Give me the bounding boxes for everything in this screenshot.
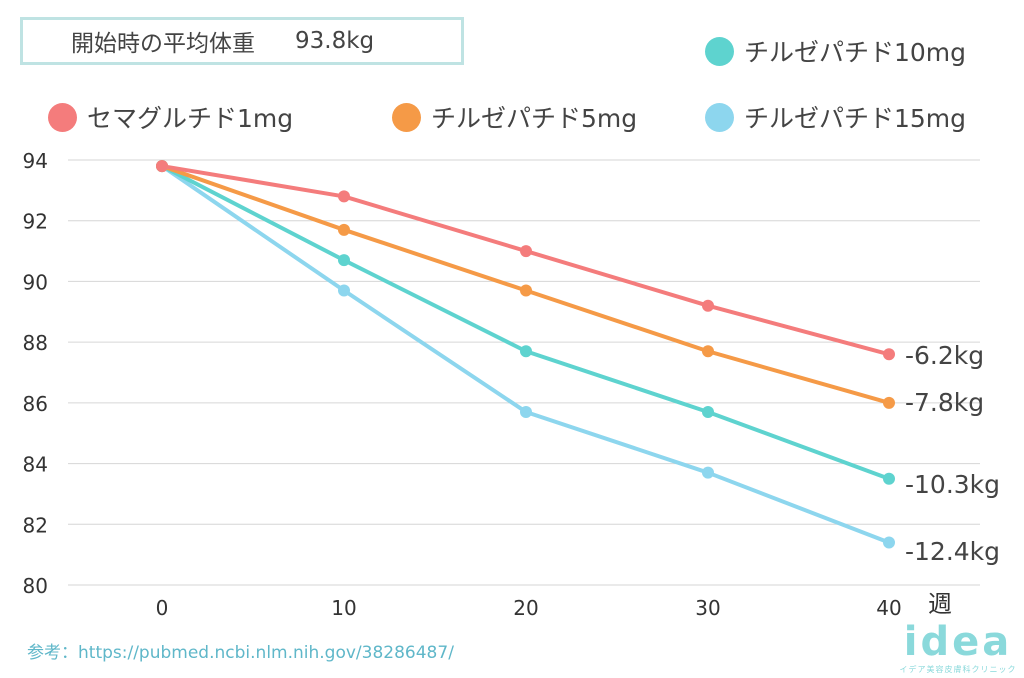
- data-point: [883, 396, 895, 409]
- logo-subtitle: イデア美容皮膚科クリニック: [899, 665, 1017, 674]
- y-tick-label: 84: [23, 453, 48, 477]
- y-tick-label: 94: [23, 149, 48, 173]
- end-value-label: -10.3kg: [905, 470, 1000, 499]
- series-line: [160, 164, 891, 405]
- legend-label: チルゼパチド10mg: [744, 38, 967, 67]
- y-tick-label: 88: [23, 331, 48, 355]
- baseline-value: 93.8kg: [295, 28, 375, 54]
- x-tick-label: 30: [695, 596, 720, 620]
- data-point: [702, 345, 714, 358]
- legend-dot-icon: [48, 102, 77, 132]
- data-point: [883, 536, 895, 549]
- series-line: [160, 164, 891, 481]
- data-point: [338, 284, 350, 297]
- data-point: [338, 254, 350, 267]
- legend-item-tirz5: チルゼパチド5mg: [392, 99, 637, 135]
- baseline-box: 開始時の平均体重 93.8kg: [20, 17, 464, 65]
- data-point: [520, 284, 532, 297]
- data-point: [702, 299, 714, 312]
- x-tick-label: 20: [513, 596, 538, 620]
- end-value-label: -6.2kg: [905, 341, 984, 370]
- series-line: [160, 164, 891, 357]
- y-tick-label: 80: [23, 574, 48, 598]
- y-tick-label: 92: [23, 210, 48, 234]
- reference-link[interactable]: 参考：https://pubmed.ncbi.nlm.nih.gov/38286…: [27, 643, 454, 663]
- logo-wordmark: idea: [903, 619, 1013, 665]
- data-point: [520, 245, 532, 258]
- data-point: [520, 345, 532, 358]
- legend-item-tirz10: チルゼパチド10mg: [705, 33, 966, 69]
- legend-label: チルゼパチド15mg: [744, 104, 967, 133]
- data-point: [338, 190, 350, 203]
- x-tick-label: 0: [156, 596, 169, 620]
- end-value-label: -12.4kg: [905, 537, 1000, 566]
- x-tick-label: 40: [876, 596, 901, 620]
- baseline-label: 開始時の平均体重: [71, 31, 255, 57]
- legend-dot-icon: [705, 36, 734, 66]
- legend-dot-icon: [705, 102, 734, 132]
- legend-dot-icon: [392, 102, 421, 132]
- y-tick-label: 86: [23, 392, 48, 416]
- data-point: [702, 405, 714, 418]
- data-point: [520, 405, 532, 418]
- data-point: [338, 223, 350, 236]
- data-point: [883, 348, 895, 361]
- y-tick-label: 82: [23, 513, 48, 537]
- x-axis-label: 週: [928, 590, 952, 618]
- data-point: [156, 160, 168, 173]
- y-tick-label: 90: [23, 270, 48, 294]
- end-value-label: -7.8kg: [905, 388, 984, 417]
- data-point: [883, 472, 895, 485]
- legend-item-semaglutide: セマグルチド1mg: [48, 99, 293, 135]
- clinic-logo: idea イデア美容皮膚科クリニック: [892, 622, 1024, 675]
- legend-label: チルゼパチド5mg: [431, 104, 638, 133]
- legend-label: セマグルチド1mg: [87, 104, 294, 133]
- legend-item-tirz15: チルゼパチド15mg: [705, 99, 966, 135]
- data-point: [702, 466, 714, 479]
- x-tick-label: 10: [331, 596, 356, 620]
